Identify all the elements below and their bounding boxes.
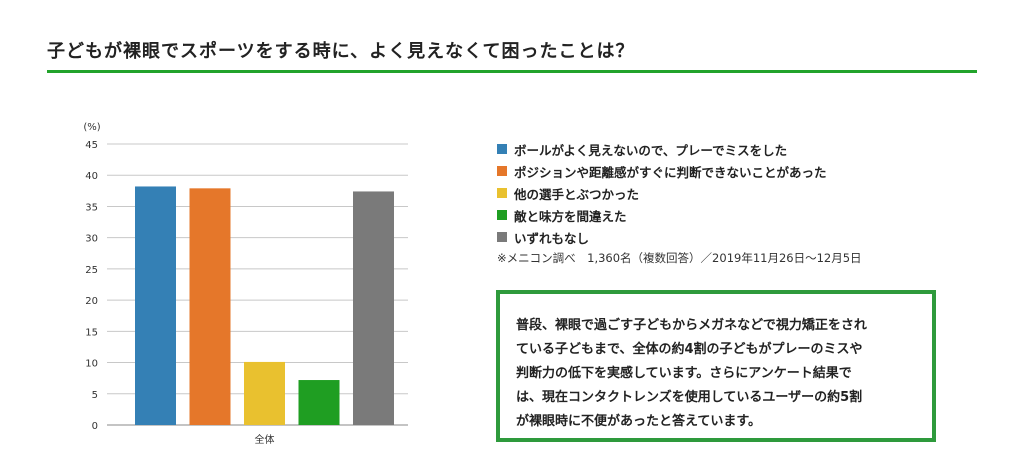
chart-legend: ボールがよく見えないので、プレーでミスをしたポジションや距離感がすぐに判断できな…: [497, 138, 827, 248]
legend-swatch: [497, 166, 507, 176]
y-axis-unit-label: (%): [83, 122, 100, 133]
legend-item: ポジションや距離感がすぐに判断できないことがあった: [497, 160, 827, 182]
bar-3: [244, 361, 285, 425]
legend-label: 敵と味方を間違えた: [514, 208, 627, 224]
x-category-label: 全体: [255, 433, 275, 446]
bar-4: [298, 380, 340, 425]
legend-swatch: [497, 144, 507, 154]
summary-box: 普段、裸眼で過ごす子どもからメガネなどで視力矯正をされ ている子どもまで、全体の…: [496, 290, 936, 442]
legend-swatch: [497, 232, 507, 242]
legend-label: 他の選手とぶつかった: [514, 186, 640, 202]
y-tick-label: 0: [92, 421, 98, 432]
legend-swatch: [497, 188, 507, 198]
legend-label: ボールがよく見えないので、プレーでミスをした: [514, 142, 788, 158]
legend-item: 敵と味方を間違えた: [497, 204, 827, 226]
y-tick-label: 45: [85, 140, 98, 151]
y-tick-label: 40: [85, 171, 98, 182]
legend-label: いずれもなし: [514, 230, 590, 246]
y-tick-label: 30: [85, 234, 98, 245]
y-tick-label: 35: [85, 202, 98, 213]
y-tick-label: 10: [85, 359, 98, 370]
page-title: 子どもが裸眼でスポーツをする時に、よく見えなくて困ったことは？: [47, 41, 635, 62]
summary-line: ている子どもまで、全体の約4割の子どもがプレーのミスや: [516, 342, 863, 357]
y-tick-label: 15: [85, 327, 98, 338]
legend-item: いずれもなし: [497, 226, 827, 248]
legend-item: ボールがよく見えないので、プレーでミスをした: [497, 138, 827, 160]
y-tick-label: 25: [85, 265, 98, 276]
legend-label: ポジションや距離感がすぐに判断できないことがあった: [514, 164, 827, 180]
summary-line: は、現在コンタクトレンズを使用しているユーザーの約5割: [516, 390, 863, 405]
y-tick-label: 5: [92, 390, 98, 401]
survey-note: ※メニコン調べ 1,360名（複数回答）／2019年11月26日〜12月5日: [497, 251, 862, 265]
y-tick-label: 20: [85, 296, 98, 307]
bar-1: [135, 186, 176, 425]
summary-line: が裸眼時に不便があったと答えています。: [516, 414, 762, 429]
legend-item: 他の選手とぶつかった: [497, 182, 827, 204]
summary-line: 普段、裸眼で過ごす子どもからメガネなどで視力矯正をされ: [516, 318, 867, 333]
summary-line: 判断力の低下を実感しています。さらにアンケート結果で: [516, 366, 852, 381]
title-underline: [47, 70, 977, 73]
legend-swatch: [497, 210, 507, 220]
bar-5: [353, 191, 394, 425]
bar-2: [189, 188, 231, 425]
